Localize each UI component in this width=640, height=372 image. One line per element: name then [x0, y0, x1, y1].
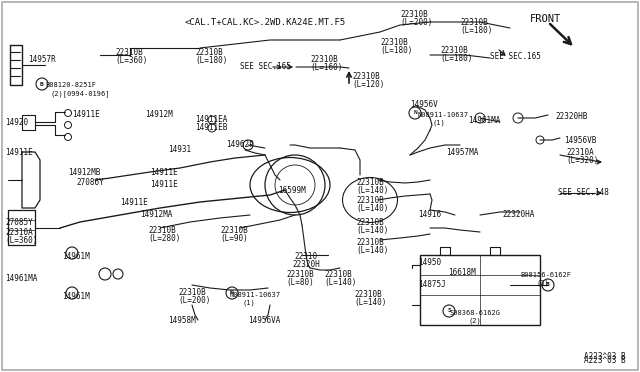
Text: 22310B: 22310B [356, 238, 384, 247]
Text: 27085Y: 27085Y [5, 218, 33, 227]
Text: FRONT: FRONT [530, 14, 561, 24]
Text: 22310B: 22310B [220, 226, 248, 235]
Text: 14911EB: 14911EB [195, 123, 227, 132]
Text: 22310B: 22310B [354, 290, 381, 299]
Text: 22310B: 22310B [356, 218, 384, 227]
Text: (2)[0994-0196]: (2)[0994-0196] [50, 90, 109, 97]
Text: 14961MA: 14961MA [468, 116, 500, 125]
Text: B08156-6162F: B08156-6162F [520, 272, 571, 278]
Text: (L=200): (L=200) [178, 296, 211, 305]
Text: N08911-10637: N08911-10637 [418, 112, 469, 118]
Text: B: B [40, 81, 44, 87]
Text: 14956V: 14956V [410, 100, 438, 109]
Text: 14961M: 14961M [62, 252, 90, 261]
Text: 22310A: 22310A [566, 148, 594, 157]
Text: (L=90): (L=90) [220, 234, 248, 243]
Text: (L=140): (L=140) [356, 246, 388, 255]
Text: (L=320): (L=320) [566, 156, 598, 165]
Text: SEE SEC.165: SEE SEC.165 [490, 52, 541, 61]
Text: 14912MA: 14912MA [140, 210, 172, 219]
Text: 14916: 14916 [418, 210, 441, 219]
Text: 14912M: 14912M [145, 110, 173, 119]
Text: 22310B: 22310B [115, 48, 143, 57]
Text: 14956VB: 14956VB [564, 136, 596, 145]
Text: SEE SEC.148: SEE SEC.148 [558, 188, 609, 197]
Text: 22310B: 22310B [148, 226, 176, 235]
Text: 27086Y: 27086Y [76, 178, 104, 187]
Text: A223^03 B: A223^03 B [584, 356, 626, 365]
Text: (L=140): (L=140) [354, 298, 387, 307]
Text: B: B [546, 282, 550, 288]
Text: S: S [447, 308, 451, 314]
Text: (L=180): (L=180) [440, 54, 472, 63]
Text: 14911E: 14911E [150, 180, 178, 189]
Text: (L=360): (L=360) [5, 236, 37, 245]
Text: 14911E: 14911E [72, 110, 100, 119]
Text: 14911EA: 14911EA [195, 115, 227, 124]
Text: 16618M: 16618M [448, 268, 476, 277]
Text: 16599M: 16599M [278, 186, 306, 195]
Text: N08911-10637: N08911-10637 [230, 292, 281, 298]
Text: S08368-6162G: S08368-6162G [450, 310, 501, 316]
Text: (2): (2) [468, 318, 481, 324]
Text: 22320HB: 22320HB [555, 112, 588, 121]
Text: 14958M: 14958M [168, 316, 196, 325]
Text: 14961M: 14961M [62, 292, 90, 301]
Text: (L=140): (L=140) [356, 186, 388, 195]
Text: 22310B: 22310B [356, 196, 384, 205]
Text: (L=120): (L=120) [352, 80, 385, 89]
Text: (L=200): (L=200) [400, 18, 433, 27]
Text: (3): (3) [536, 280, 548, 286]
Text: (L=180): (L=180) [195, 56, 227, 65]
Text: 22310B: 22310B [460, 18, 488, 27]
Text: 22310B: 22310B [195, 48, 223, 57]
Text: 14911E: 14911E [5, 148, 33, 157]
Text: (L=140): (L=140) [356, 204, 388, 213]
Text: (L=140): (L=140) [324, 278, 356, 287]
Text: 22310B: 22310B [286, 270, 314, 279]
Text: 22310B: 22310B [352, 72, 380, 81]
Text: 22320HA: 22320HA [502, 210, 534, 219]
Text: 22310B: 22310B [356, 178, 384, 187]
Text: A223^03 B: A223^03 B [584, 352, 626, 361]
Text: 14912MB: 14912MB [68, 168, 100, 177]
Text: (L=280): (L=280) [148, 234, 180, 243]
Text: 22310B: 22310B [440, 46, 468, 55]
Text: 14962P: 14962P [226, 140, 253, 149]
Text: <CAL.T+CAL.KC>.2WD.KA24E.MT.F5: <CAL.T+CAL.KC>.2WD.KA24E.MT.F5 [185, 18, 346, 27]
Text: 14911E: 14911E [150, 168, 178, 177]
Text: 14957R: 14957R [28, 55, 56, 64]
Text: (L=360): (L=360) [115, 56, 147, 65]
Text: 14920: 14920 [5, 118, 28, 127]
Text: 22310B: 22310B [400, 10, 428, 19]
Text: 14950: 14950 [418, 258, 441, 267]
Text: 14961MA: 14961MA [5, 274, 37, 283]
Text: (L=160): (L=160) [310, 63, 342, 72]
Text: (1): (1) [432, 120, 445, 126]
Text: N: N [230, 291, 234, 295]
Text: (L=80): (L=80) [286, 278, 314, 287]
Text: 14931: 14931 [168, 145, 191, 154]
Text: (L=180): (L=180) [380, 46, 412, 55]
Text: (L=180): (L=180) [460, 26, 492, 35]
Text: (L=140): (L=140) [356, 226, 388, 235]
Text: (1): (1) [242, 300, 255, 307]
Text: 14875J: 14875J [418, 280, 445, 289]
Bar [420, 255, 540, 325]
Text: B08120-8251F: B08120-8251F [45, 82, 96, 88]
Text: 22310B: 22310B [324, 270, 352, 279]
Text: 22310B: 22310B [178, 288, 205, 297]
Text: 22310: 22310 [294, 252, 317, 261]
Text: N: N [413, 110, 417, 115]
Text: SEE SEC.165: SEE SEC.165 [240, 62, 291, 71]
Text: 22310B: 22310B [310, 55, 338, 64]
Text: 22310B: 22310B [380, 38, 408, 47]
Text: 22320H: 22320H [292, 260, 320, 269]
Text: 14911E: 14911E [120, 198, 148, 207]
Text: 22310A: 22310A [5, 228, 33, 237]
Text: 14957MA: 14957MA [446, 148, 478, 157]
Text: 14956VA: 14956VA [248, 316, 280, 325]
